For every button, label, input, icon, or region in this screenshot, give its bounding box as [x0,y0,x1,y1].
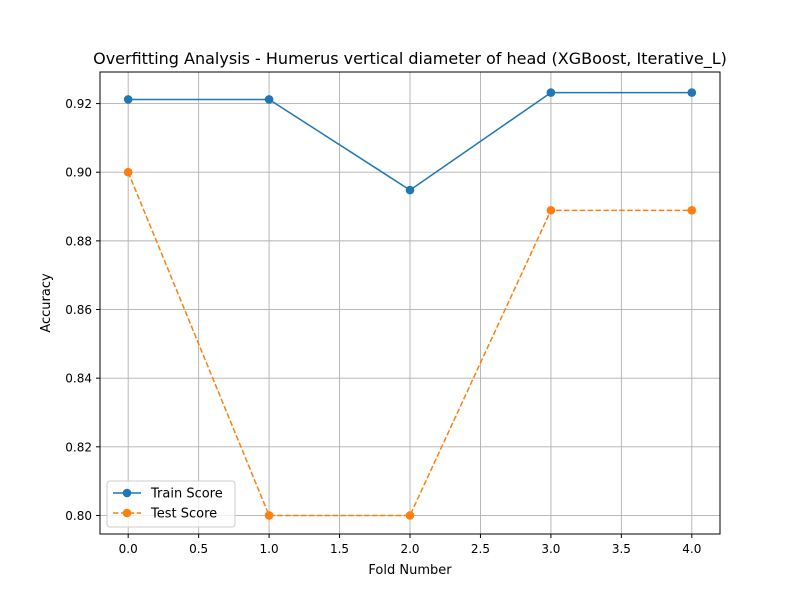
test-score-point [405,511,415,520]
x-axis-ticks: 0.0 0.5 1.0 1.5 2.0 2.5 3.0 3.5 4.0 [119,534,701,556]
test-score-line [127,171,692,517]
legend-label: Test Score [150,507,217,522]
legend-label: Train Score [150,487,223,502]
train-score-point [123,95,133,104]
x-tick-label: 3.5 [612,542,631,556]
test-score-series [123,167,697,520]
y-tick-label: 0.80 [65,509,92,523]
y-tick-label: 0.90 [65,166,92,180]
x-tick-label: 0.5 [189,542,208,556]
chart-title: Overfitting Analysis - Humerus vertical … [93,49,727,69]
x-tick-label: 4.0 [682,542,701,556]
legend-marker [122,488,132,498]
y-axis-label: Accuracy [39,273,54,333]
test-score-point [546,206,556,215]
y-tick-label: 0.86 [65,303,92,317]
test-score-point [264,511,274,520]
legend-marker [122,508,132,518]
series-layer [123,88,697,520]
x-tick-label: 2.5 [471,542,490,556]
test-score-point [687,206,697,215]
y-tick-label: 0.84 [65,372,92,386]
legend: Train Score Test Score [106,480,236,528]
train-score-point [405,185,415,195]
train-score-point [264,95,274,104]
plot-area-frame [99,71,721,535]
x-axis-label: Fold Number [368,563,452,578]
test-score-point [123,167,133,177]
x-tick-label: 2.0 [400,542,419,556]
train-score-point [687,88,697,97]
y-axis-ticks: 0.80 0.82 0.84 0.86 0.88 0.90 0.92 [65,97,100,523]
y-tick-label: 0.88 [65,234,92,248]
legend-item-train-score: Train Score [113,487,223,502]
y-tick-label: 0.82 [65,440,92,454]
x-tick-label: 0.0 [119,542,138,556]
train-score-series [123,88,697,195]
train-score-point [546,88,556,97]
y-tick-label: 0.92 [65,97,92,111]
x-tick-label: 1.5 [330,542,349,556]
grid-lines [100,72,720,534]
x-tick-label: 1.0 [260,542,279,556]
legend-item-test-score: Test Score [113,507,217,522]
x-tick-label: 3.0 [541,542,560,556]
